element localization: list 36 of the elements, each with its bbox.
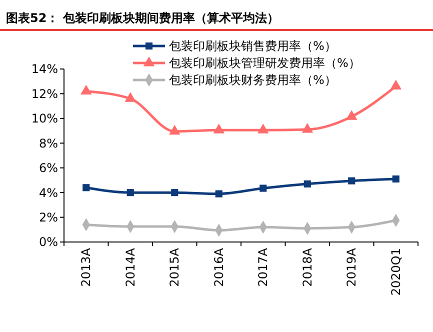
x-tick-label: 2014A — [123, 247, 138, 287]
point — [260, 184, 267, 192]
point — [80, 84, 92, 94]
y-tick-label: 14% — [31, 62, 58, 76]
point — [346, 110, 358, 120]
point — [168, 124, 180, 135]
point — [124, 92, 136, 102]
x-tick-label: 2020Q1 — [388, 248, 403, 296]
y-tick-label: 12% — [31, 86, 58, 101]
x-tick-label: 2016A — [212, 247, 226, 287]
point — [82, 184, 90, 192]
legend-label: 包装印刷板块销售费用率（%） — [169, 39, 336, 54]
point — [257, 124, 269, 134]
legend-label: 包装印刷板块管理研发费用率（%） — [169, 56, 360, 70]
point — [302, 123, 314, 133]
y-tick-label: 10% — [31, 112, 58, 126]
x-tick-label: 2015A — [168, 247, 182, 287]
point — [304, 180, 311, 188]
point — [392, 175, 400, 183]
y-tick-label: 0% — [38, 235, 58, 250]
y-tick-label: 4% — [38, 186, 58, 200]
point — [348, 177, 356, 184]
y-tick-label: 8% — [38, 136, 58, 150]
point — [215, 190, 222, 198]
legend-label: 包装印刷板块财务费用率（%） — [169, 73, 336, 88]
x-tick-label: 2013A — [79, 247, 94, 287]
x-tick-label: 2018A — [300, 247, 314, 287]
y-tick-label: 2% — [38, 210, 58, 224]
x-tick-label: 2019A — [344, 247, 359, 287]
point — [171, 189, 178, 196]
chart-title: 图表52： 包装印刷板块期间费用率（算术平均法） — [6, 11, 279, 25]
point — [126, 189, 134, 196]
x-tick-label: 2017A — [256, 247, 270, 287]
point — [213, 124, 225, 134]
point — [390, 80, 402, 90]
y-tick-label: 6% — [38, 161, 58, 176]
